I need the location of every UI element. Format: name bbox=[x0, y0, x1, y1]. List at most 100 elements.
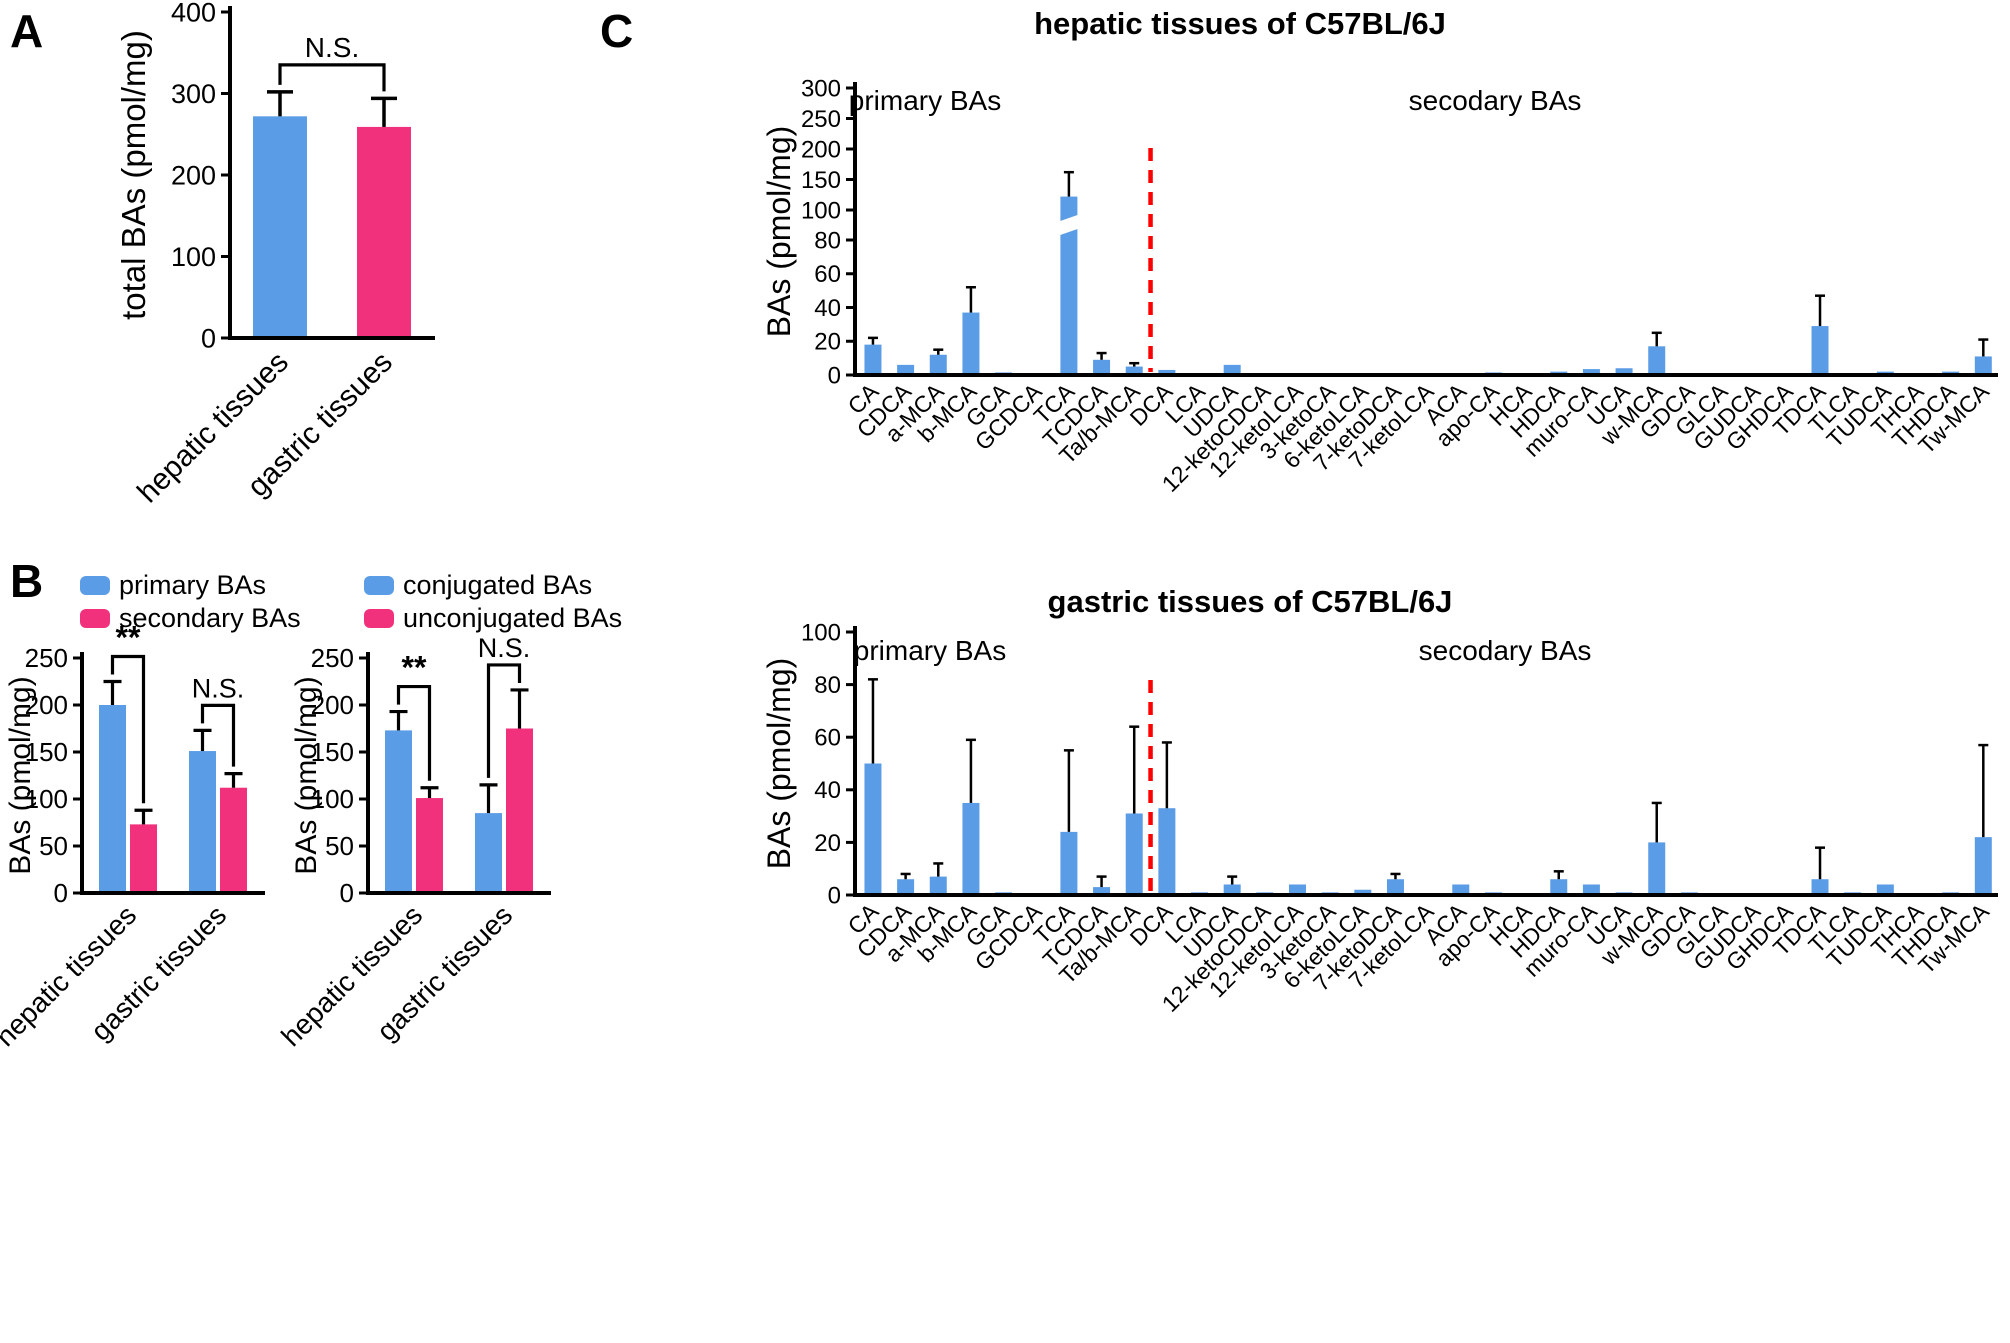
panel-b-label: B bbox=[10, 555, 44, 607]
significance-bracket bbox=[200, 703, 236, 767]
y-tick-label: 250 bbox=[801, 106, 841, 133]
y-tick-label: 150 bbox=[311, 737, 354, 767]
y-tick-label: 0 bbox=[340, 878, 354, 908]
conjugated-bas-swatch bbox=[364, 576, 394, 596]
y-tick-label: 100 bbox=[311, 784, 354, 814]
y-tick-label: 40 bbox=[814, 777, 841, 804]
legend-item-unconjugated-bas: unconjugated BAs bbox=[364, 603, 622, 634]
y-tick-label: 100 bbox=[171, 242, 216, 272]
y-tick-label: 200 bbox=[311, 690, 354, 720]
bar bbox=[416, 798, 443, 893]
region-label: secodary BAs bbox=[1409, 85, 1582, 116]
y-tick-label: 200 bbox=[171, 160, 216, 190]
bar bbox=[1582, 884, 1600, 895]
y-axis-label: BAs (pmol/mg) bbox=[4, 676, 37, 874]
panel-c-hepatic-chart: 100150200250300020406080CACDCAa-MCAb-MCA… bbox=[761, 6, 1998, 497]
bar bbox=[1125, 813, 1143, 895]
y-tick-label: 50 bbox=[39, 831, 68, 861]
significance-label: N.S. bbox=[478, 633, 531, 663]
primary-bas-swatch bbox=[80, 576, 110, 596]
y-tick-label: 400 bbox=[171, 0, 216, 27]
panel-c-label: C bbox=[600, 5, 634, 57]
secondary-bas-legend-label: secondary BAs bbox=[119, 602, 301, 633]
bar bbox=[1974, 356, 1992, 375]
bar bbox=[1223, 364, 1241, 375]
y-tick-label: 0 bbox=[828, 362, 841, 389]
y-tick-label: 150 bbox=[25, 737, 68, 767]
bar bbox=[1093, 359, 1111, 375]
significance-bracket bbox=[486, 663, 522, 778]
bar bbox=[1811, 326, 1829, 375]
bar bbox=[1648, 346, 1666, 375]
bar bbox=[1289, 884, 1307, 895]
y-tick-label: 50 bbox=[325, 831, 354, 861]
y-tick-label: 0 bbox=[201, 323, 216, 353]
y-tick-label: 80 bbox=[814, 672, 841, 699]
bar bbox=[1615, 368, 1633, 375]
unconjugated-bas-swatch bbox=[364, 609, 394, 629]
y-tick-label: 150 bbox=[801, 167, 841, 194]
y-axis-label: BAs (pmol/mg) bbox=[761, 126, 797, 338]
panel-a-label: A bbox=[10, 5, 44, 57]
bar bbox=[475, 813, 502, 893]
bar bbox=[929, 876, 947, 895]
y-tick-label: 100 bbox=[25, 784, 68, 814]
y-tick-label: 300 bbox=[171, 79, 216, 109]
bar bbox=[253, 116, 307, 338]
bar bbox=[1876, 884, 1894, 895]
axis-break-gap bbox=[1057, 214, 1081, 236]
y-tick-label: 200 bbox=[801, 136, 841, 163]
legend-ba-type: primary BAs secondary BAs bbox=[80, 570, 301, 634]
y-tick-label: 200 bbox=[25, 690, 68, 720]
y-tick-label: 0 bbox=[54, 878, 68, 908]
significance-bracket bbox=[278, 63, 386, 92]
y-axis-label: BAs (pmol/mg) bbox=[290, 676, 323, 874]
chart-title: gastric tissues of C57BL/6J bbox=[1048, 584, 1453, 619]
bar bbox=[962, 312, 980, 375]
bar bbox=[929, 354, 947, 375]
bar bbox=[220, 787, 247, 893]
bar bbox=[1060, 196, 1078, 375]
y-tick-label: 80 bbox=[814, 227, 841, 254]
legend-item-conjugated-bas: conjugated BAs bbox=[364, 570, 622, 601]
y-axis-label: BAs (pmol/mg) bbox=[761, 658, 797, 870]
bar bbox=[1452, 884, 1470, 895]
legend-item-secondary-bas: secondary BAs bbox=[80, 602, 301, 634]
bar bbox=[130, 824, 157, 893]
bar bbox=[1386, 879, 1404, 895]
secondary-bas-swatch bbox=[80, 609, 110, 629]
bar bbox=[897, 364, 915, 375]
bar bbox=[189, 751, 216, 893]
region-label: secodary BAs bbox=[1419, 635, 1592, 666]
y-tick-label: 0 bbox=[828, 882, 841, 909]
significance-label: ** bbox=[402, 650, 427, 686]
bar bbox=[1223, 884, 1241, 895]
bar bbox=[1582, 369, 1600, 375]
bar bbox=[1648, 842, 1666, 895]
bar bbox=[506, 728, 533, 893]
y-axis-label: total BAs (pmol/mg) bbox=[115, 30, 152, 320]
bar bbox=[1158, 369, 1176, 375]
primary-bas-legend-label: primary BAs bbox=[119, 570, 267, 600]
bar bbox=[962, 802, 980, 895]
panel-c-gastric-chart: 020406080100CACDCAa-MCAb-MCAGCAGCDCATCAT… bbox=[761, 584, 1998, 1017]
bar bbox=[1974, 837, 1992, 895]
bar bbox=[385, 730, 412, 893]
y-tick-label: 250 bbox=[311, 643, 354, 673]
significance-label: ** bbox=[116, 620, 141, 656]
bar bbox=[864, 344, 882, 375]
y-tick-label: 100 bbox=[801, 619, 841, 646]
region-label: primary BAs bbox=[854, 635, 1006, 666]
bar bbox=[1550, 879, 1568, 895]
significance-bracket bbox=[110, 654, 146, 804]
bar bbox=[1060, 831, 1078, 895]
bar bbox=[1093, 887, 1111, 895]
y-tick-label: 60 bbox=[814, 261, 841, 288]
y-tick-label: 60 bbox=[814, 725, 841, 752]
bar bbox=[1811, 879, 1829, 895]
conjugated-bas-legend-label: conjugated BAs bbox=[403, 570, 593, 600]
y-tick-label: 300 bbox=[801, 75, 841, 102]
